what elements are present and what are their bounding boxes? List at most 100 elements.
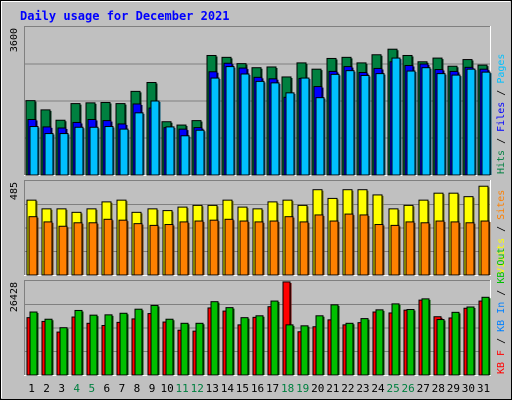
bar-volume-kb-out-day-26: [406, 309, 415, 376]
bar-visits-sites-day-18: [284, 216, 294, 276]
bar-hits-pages-day-20: [315, 97, 325, 176]
bar-volume-kb-out-day-27: [421, 298, 430, 376]
bar-hits-pages-day-14: [225, 66, 235, 176]
bar-hits-pages-day-1: [29, 126, 39, 176]
bar-hits-pages-day-18: [285, 92, 295, 176]
bar-visits-sites-day-12: [194, 220, 204, 276]
bar-visits-sites-day-5: [88, 222, 98, 276]
bar-volume-kb-out-day-19: [300, 325, 309, 376]
bar-hits-pages-day-23: [360, 74, 370, 176]
series-label-part: /: [496, 220, 507, 238]
panel-visits-series-label: Visits / Sites: [496, 190, 507, 274]
day-label-23: 23: [356, 382, 369, 395]
series-label-part: Sites: [496, 190, 507, 220]
day-label-3: 3: [58, 382, 65, 395]
panel-hits-ymax-label: 3600: [9, 28, 20, 52]
bar-hits-pages-day-19: [300, 77, 310, 176]
day-label-8: 8: [134, 382, 141, 395]
panel-volume-series-label: KB F / KB In / KB Out: [496, 248, 507, 374]
bar-volume-kb-out-day-16: [255, 315, 264, 376]
bar-volume-kb-out-day-1: [29, 311, 38, 376]
bar-visits-sites-day-29: [450, 221, 460, 276]
bar-hits-pages-day-16: [255, 80, 265, 176]
bar-hits-pages-day-12: [195, 129, 205, 176]
bar-hits-pages-day-30: [466, 68, 476, 176]
day-label-15: 15: [236, 382, 249, 395]
bar-visits-sites-day-15: [239, 220, 249, 276]
day-label-7: 7: [119, 382, 126, 395]
day-label-17: 17: [266, 382, 279, 395]
bar-visits-sites-day-14: [224, 218, 234, 276]
series-label-part: Hits: [496, 150, 507, 174]
bar-visits-sites-day-31: [480, 220, 490, 276]
bar-volume-kb-out-day-12: [195, 322, 204, 376]
panel-hits: 3600 Hits / Files / Pages: [9, 26, 507, 176]
series-label-part: Pages: [496, 54, 507, 84]
bar-visits-sites-day-3: [58, 225, 68, 276]
bar-volume-kb-out-day-9: [150, 304, 159, 376]
day-label-9: 9: [149, 382, 156, 395]
bar-visits-sites-day-8: [133, 223, 143, 276]
bar-visits-sites-day-7: [118, 219, 128, 276]
bar-volume-kb-out-day-31: [481, 296, 490, 376]
bar-volume-kb-out-day-6: [104, 314, 113, 376]
day-label-10: 10: [160, 382, 173, 395]
bar-hits-pages-day-15: [240, 73, 250, 176]
bar-visits-sites-day-24: [374, 224, 384, 276]
bar-volume-kb-out-day-23: [360, 318, 369, 376]
series-label-part: KB F: [496, 350, 507, 374]
bar-visits-sites-day-16: [254, 221, 264, 276]
series-label-part: /: [496, 332, 507, 350]
bar-visits-sites-day-27: [420, 222, 430, 276]
day-label-14: 14: [221, 382, 235, 395]
bar-visits-sites-day-22: [344, 213, 354, 276]
series-label-part: /: [496, 284, 507, 302]
day-label-21: 21: [326, 382, 339, 395]
bar-visits-sites-day-1: [28, 216, 38, 276]
bar-hits-pages-day-6: [104, 126, 114, 176]
bar-volume-kb-out-day-4: [74, 309, 83, 376]
bar-hits-pages-day-21: [330, 73, 340, 176]
bar-hits-pages-day-22: [345, 70, 355, 176]
bar-volume-kb-out-day-25: [391, 303, 400, 376]
day-label-29: 29: [447, 382, 460, 395]
day-label-4: 4: [73, 382, 80, 395]
bar-visits-sites-day-11: [179, 221, 189, 276]
bar-visits-sites-day-20: [314, 214, 324, 276]
bar-visits-sites-day-17: [269, 220, 279, 276]
bar-hits-pages-day-13: [210, 77, 220, 176]
bar-volume-kb-out-day-15: [240, 317, 249, 376]
day-label-2: 2: [43, 382, 50, 395]
bar-volume-kb-out-day-2: [44, 318, 53, 376]
bar-visits-sites-day-21: [329, 220, 339, 276]
bar-hits-pages-day-25: [391, 57, 401, 176]
bar-volume-kb-out-day-21: [330, 304, 339, 376]
bar-visits-sites-day-23: [359, 214, 369, 276]
bar-volume-kb-out-day-17: [270, 300, 279, 376]
day-label-31: 31: [477, 382, 490, 395]
x-axis-day-labels: 1 2 3 4 5 6 7 8 9 10 11 12 13 14 15 16 17 18 19 20 21 22 23 24 2…: [28, 382, 490, 395]
bar-hits-pages-day-11: [180, 135, 190, 176]
chart-panels: 3600 Hits / Files / Pages 485 Visits / Site…: [9, 26, 507, 376]
panel-hits-series-label: Hits / Files / Pages: [496, 54, 507, 174]
series-label-part: /: [496, 132, 507, 150]
bar-hits-pages-day-24: [375, 73, 385, 176]
bar-hits-pages-day-10: [165, 126, 175, 176]
day-label-13: 13: [206, 382, 219, 395]
day-label-30: 30: [462, 382, 475, 395]
bar-visits-sites-day-4: [73, 222, 83, 276]
series-label-part: KB In: [496, 302, 507, 332]
day-label-6: 6: [104, 382, 111, 395]
bar-hits-pages-day-17: [270, 82, 280, 176]
bar-volume-kb-out-day-29: [451, 311, 460, 376]
bar-volume-kb-out-day-24: [375, 309, 384, 376]
bar-volume-kb-out-day-7: [119, 312, 128, 376]
bar-hits-pages-day-8: [134, 112, 144, 176]
day-label-20: 20: [311, 382, 324, 395]
bar-visits-sites-day-28: [435, 220, 445, 276]
bar-hits-pages-day-5: [89, 126, 99, 176]
day-label-27: 27: [417, 382, 430, 395]
bar-visits-sites-day-19: [299, 221, 309, 276]
